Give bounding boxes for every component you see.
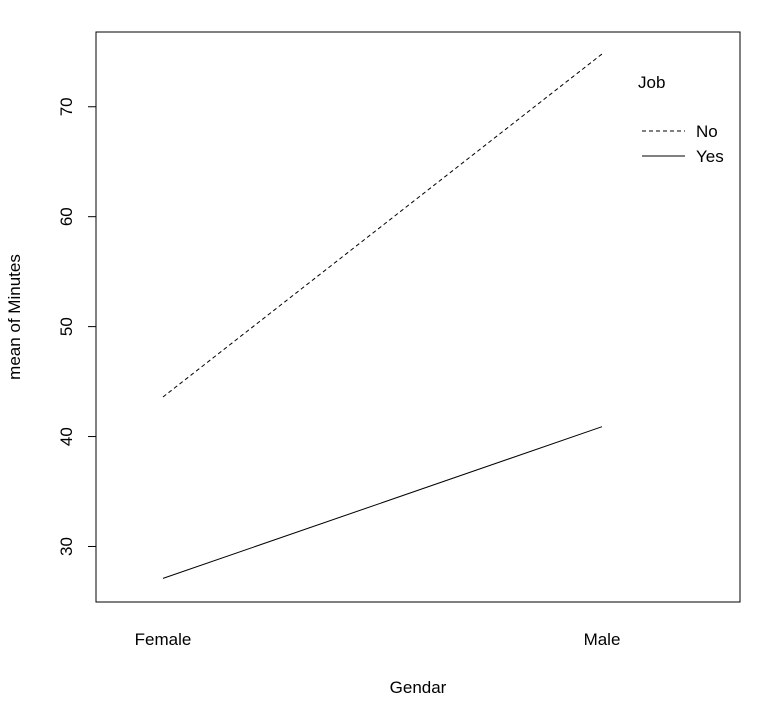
- y-axis: 30 40 50 60 70: [57, 97, 96, 556]
- legend-title: Job: [638, 73, 665, 92]
- legend: Job No Yes: [638, 73, 724, 166]
- series-line-no: [162, 53, 603, 398]
- y-tick-label: 60: [57, 207, 76, 226]
- y-tick-label: 50: [57, 317, 76, 336]
- y-axis-label: mean of Minutes: [5, 254, 24, 380]
- x-axis-label: Gendar: [390, 678, 447, 697]
- legend-label-yes: Yes: [696, 147, 724, 166]
- legend-label-no: No: [696, 122, 718, 141]
- legend-items: No Yes: [642, 122, 724, 166]
- y-tick-label: 30: [57, 537, 76, 556]
- y-tick-label: 40: [57, 427, 76, 446]
- x-axis: Female Male: [135, 630, 621, 649]
- y-tick-label: 70: [57, 97, 76, 116]
- x-tick-label: Male: [584, 630, 621, 649]
- plot-box: [95, 31, 741, 603]
- series-line-yes: [162, 426, 603, 579]
- series-layer: [162, 53, 603, 579]
- x-tick-label: Female: [135, 630, 192, 649]
